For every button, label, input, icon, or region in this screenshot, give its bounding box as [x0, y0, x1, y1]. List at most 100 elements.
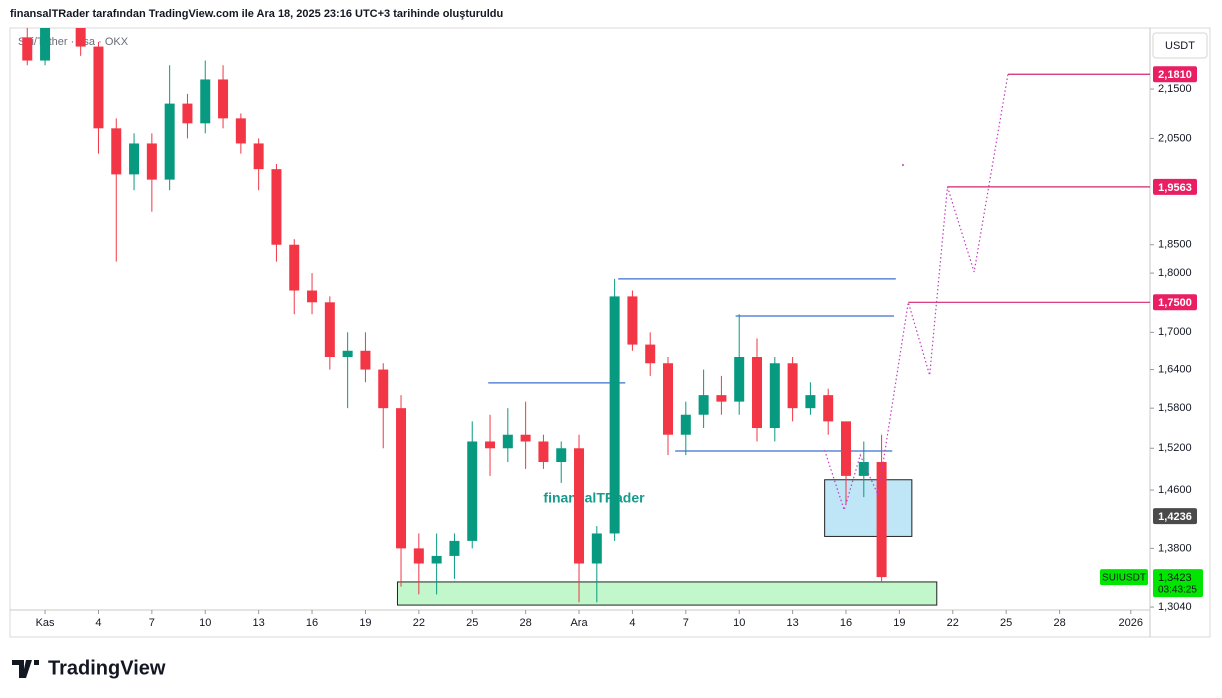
zone	[824, 479, 913, 537]
candle-body	[698, 395, 709, 415]
x-tick-label: 16	[840, 617, 852, 629]
brand: TradingView	[12, 657, 166, 679]
y-tick-label: 2,1500	[1158, 83, 1192, 95]
candle-body	[823, 395, 834, 422]
candle-body	[40, 28, 51, 61]
frame	[9, 27, 1211, 638]
plot-area	[22, 28, 1150, 606]
y-tick-label: 1,6400	[1158, 363, 1192, 375]
projection-dot	[901, 164, 904, 167]
candle-body	[769, 363, 780, 429]
x-tick-label: 28	[520, 617, 532, 629]
candle-body	[787, 363, 798, 409]
y-tick-label: 1,8000	[1158, 267, 1192, 279]
candle-body	[520, 434, 531, 442]
brand-name: TradingView	[48, 657, 166, 679]
x-tick-label: 13	[253, 617, 265, 629]
candle-body	[467, 441, 478, 541]
x-tick-label: 22	[413, 617, 425, 629]
y-tick-label: 1,4600	[1158, 484, 1192, 496]
y-tick-label: 1,5800	[1158, 402, 1192, 414]
x-tick-label: 16	[306, 617, 318, 629]
x-tick-label: 25	[1000, 617, 1012, 629]
candle-body	[182, 103, 193, 124]
price-label-box	[1153, 178, 1197, 195]
price-label: 2,1810	[1158, 69, 1192, 81]
candle-body	[538, 441, 549, 462]
x-tick-label: Kas	[36, 617, 55, 629]
y-tick-label: 1,8500	[1158, 239, 1192, 251]
candle-body	[574, 448, 585, 564]
candle-body	[841, 421, 851, 476]
candle-body	[858, 461, 869, 476]
candle-body	[22, 37, 33, 61]
x-tick-label: 22	[947, 617, 959, 629]
y-tick-label: 2,0500	[1158, 132, 1192, 144]
x-tick-label: 7	[149, 617, 155, 629]
candle-body	[378, 369, 389, 409]
x-tick-label: 10	[199, 617, 211, 629]
currency-button[interactable]	[1152, 32, 1208, 59]
currency: USDT	[1165, 40, 1195, 52]
candle-body	[396, 408, 407, 549]
candle-body	[93, 46, 104, 129]
candle-body	[218, 79, 229, 119]
symbol-legend: Sui/Tether · 4sa · OKX	[18, 36, 129, 48]
x-tick-label: 28	[1053, 617, 1065, 629]
candle-body	[200, 79, 211, 124]
projection-path	[824, 74, 1009, 513]
candle-body	[307, 290, 318, 303]
watermark: finansalTRader	[543, 490, 645, 506]
price-label-box	[1153, 294, 1197, 311]
price-label: 1,9563	[1158, 182, 1192, 194]
candle-body	[591, 533, 602, 564]
x-tick-label: 19	[359, 617, 371, 629]
y-tick-label: 1,7000	[1158, 326, 1192, 338]
candle-body	[129, 143, 140, 175]
candle-body	[805, 395, 816, 409]
x-tick-label: 2026	[1119, 617, 1143, 629]
candle-body	[324, 302, 335, 357]
x-tick-label: 4	[629, 617, 635, 629]
price-label-box	[1153, 66, 1197, 83]
y-tick-label: 1,5200	[1158, 442, 1192, 454]
x-tick-label: 4	[95, 617, 101, 629]
x-tick-label: 19	[893, 617, 905, 629]
candle-body	[556, 448, 567, 462]
candle-body	[645, 344, 656, 364]
x-tick-label: 7	[683, 617, 689, 629]
y-tick-label: 1,3040	[1158, 601, 1192, 613]
candle-body	[289, 244, 300, 291]
candle-body	[360, 350, 371, 370]
last-price-box	[1153, 569, 1203, 598]
candle-body	[609, 296, 620, 534]
candle-body	[680, 414, 691, 435]
candle-body	[485, 441, 496, 449]
candle-body	[752, 356, 763, 429]
candle-body	[449, 540, 460, 556]
candle-body	[627, 296, 638, 345]
brand-logo	[12, 660, 39, 678]
candle-body	[271, 169, 282, 245]
candle-body	[716, 395, 727, 402]
candle-body	[235, 118, 246, 144]
candle-body	[253, 143, 264, 170]
candle-body	[111, 128, 122, 175]
header: finansalTRader tarafından TradingView.co…	[10, 8, 503, 20]
symbol-tag-box	[1100, 569, 1148, 586]
candle-body	[75, 28, 86, 47]
candle-body	[342, 350, 353, 357]
symbol-tag: SUIUSDT	[1102, 573, 1146, 584]
x-tick-label: 13	[786, 617, 798, 629]
last-price: 1,3423	[1158, 572, 1192, 584]
x-tick-label: 25	[466, 617, 478, 629]
x-tick-label: Ara	[570, 617, 588, 629]
candle-body	[876, 461, 887, 578]
y-tick-label: 1,3800	[1158, 542, 1192, 554]
candle-body	[146, 143, 157, 180]
price-label: 1,7500	[1158, 297, 1192, 309]
candle-body	[734, 356, 745, 402]
candle-body	[164, 103, 175, 180]
